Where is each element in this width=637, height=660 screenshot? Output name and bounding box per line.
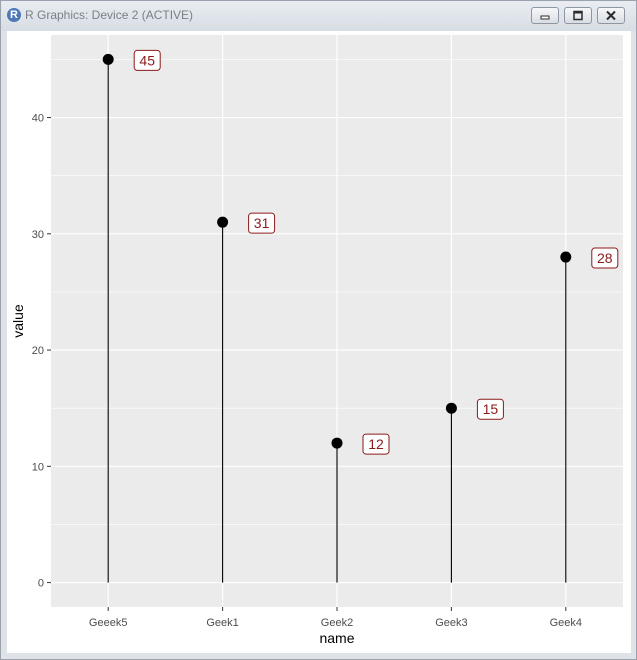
point-geek1 [217,216,229,228]
data-label-text: 45 [139,52,155,68]
maximize-icon [573,10,583,21]
r-logo-icon: R [7,8,21,22]
data-label-text: 31 [254,215,270,231]
x-tick-label: Geek1 [206,617,238,629]
data-label-geek2: 12 [362,433,390,455]
y-tick-label: 40 [32,113,44,125]
x-axis: Geeek5 Geek1 Geek2 Geek3 Geek4 [89,607,582,629]
plot-area: 45 31 12 15 28 0 10 20 30 40 Geeek5 Geek1 Geek2 Gee… [7,31,631,653]
x-tick-label: Geek2 [321,617,353,629]
y-tick-label: 20 [32,345,44,357]
data-label-box [248,212,276,234]
close-button[interactable] [597,7,625,24]
data-label-box [133,49,161,71]
data-label-text: 15 [483,401,499,417]
x-axis-title: name [319,630,354,646]
data-label-box [476,398,504,420]
stems [107,59,567,583]
y-axis: 0 10 20 30 40 [32,113,51,590]
data-label-geeek5: 45 [133,49,161,71]
y-tick-label: 10 [32,461,44,473]
title-bar[interactable]: R R Graphics: Device 2 (ACTIVE) [1,1,636,31]
points [102,53,572,449]
window-title: R Graphics: Device 2 (ACTIVE) [25,8,194,22]
point-geek4 [560,251,572,263]
data-label-text: 12 [368,436,384,452]
y-tick-label: 30 [32,229,44,241]
point-geek3 [445,402,457,414]
maximize-button[interactable] [564,7,592,24]
y-axis-title: value [10,304,26,338]
y-tick-label: 0 [38,578,44,590]
minimize-button[interactable] [531,7,559,24]
data-label-geek4: 28 [591,247,619,269]
data-labels: 45 31 12 15 28 [133,49,619,455]
close-icon [606,10,616,21]
minimize-icon [540,15,550,20]
x-tick-label: Geeek5 [89,617,128,629]
data-label-box [362,433,390,455]
point-geek2 [331,437,343,449]
data-label-text: 28 [597,250,613,266]
point-geeek5 [102,53,114,65]
data-label-geek3: 15 [476,398,504,420]
x-tick-label: Geek3 [435,617,467,629]
x-tick-label: Geek4 [550,617,582,629]
data-label-box [591,247,619,269]
data-label-geek1: 31 [248,212,276,234]
